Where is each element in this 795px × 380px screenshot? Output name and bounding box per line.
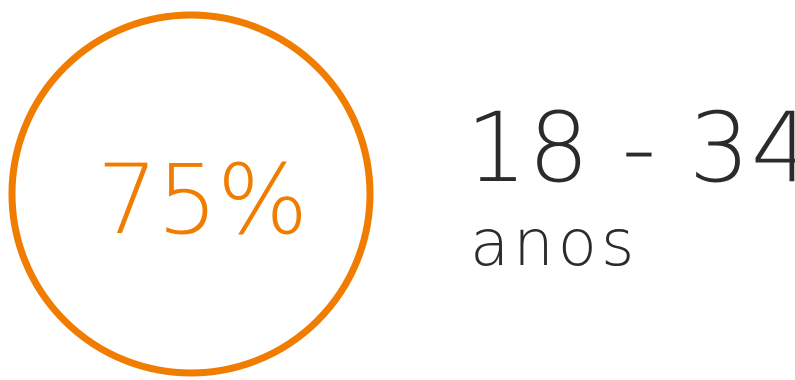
percent-ring [8, 11, 374, 377]
ring-circle [8, 11, 374, 377]
age-unit-label: anos [470, 207, 639, 281]
age-range: 18 - 34 [466, 92, 795, 204]
percent-label-wrap: 75% [2, 11, 402, 377]
percent-label: 75% [96, 144, 308, 256]
